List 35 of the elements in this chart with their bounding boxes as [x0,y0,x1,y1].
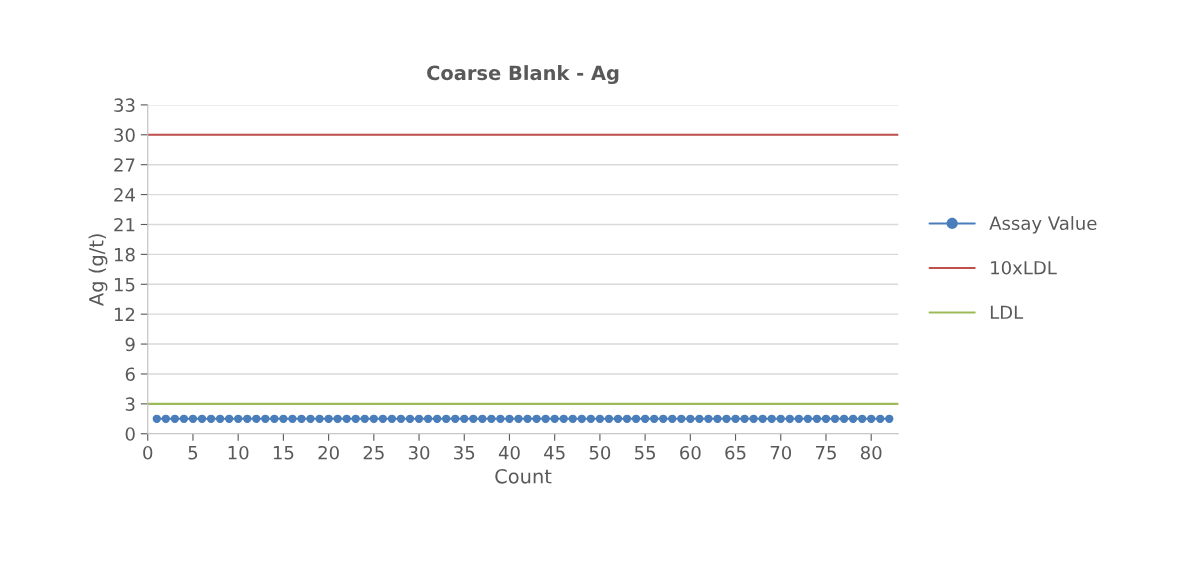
x-tick-label: 60 [680,445,701,460]
legend-label: Assay Value [989,216,1097,234]
y-tick-label: 0 [125,427,135,441]
x-tick-label: 20 [318,445,339,460]
y-axis-title: Ag (g/t) [88,234,108,306]
y-tick-label: 12 [114,307,135,322]
y-tick-label: 27 [114,158,135,172]
legend-label: 10xLDL [991,260,1057,275]
x-tick-label: 40 [498,445,520,460]
x-axis-title: Count [495,468,552,484]
y-tick-label: 15 [114,277,135,292]
y-tick-label: 3 [125,397,135,411]
x-tick-label: 80 [860,445,882,460]
x-tick-label: 55 [635,446,656,460]
x-tick-label: 25 [363,445,384,460]
y-tick-label: 21 [114,217,135,232]
x-tick-label: 65 [725,445,746,460]
legend-label: LDL [990,305,1024,319]
chart-title: Coarse Blank - Ag [427,65,619,85]
y-tick-label: 33 [114,98,135,113]
x-tick-label: 30 [408,445,430,460]
x-tick-label: 10 [228,445,249,460]
y-tick-label: 6 [125,367,135,382]
y-tick-label: 9 [125,337,135,352]
y-tick-label: 30 [114,128,135,142]
x-tick-label: 45 [544,446,565,460]
y-tick-label: 24 [114,188,135,202]
x-tick-label: 15 [273,446,294,460]
x-tick-label: 70 [770,445,792,460]
x-tick-label: 75 [815,446,836,460]
y-tick-label: 18 [114,247,135,262]
x-tick-label: 35 [454,445,475,460]
x-tick-label: 0 [143,445,153,460]
x-tick-label: 5 [188,446,198,460]
x-tick-label: 50 [589,445,611,460]
